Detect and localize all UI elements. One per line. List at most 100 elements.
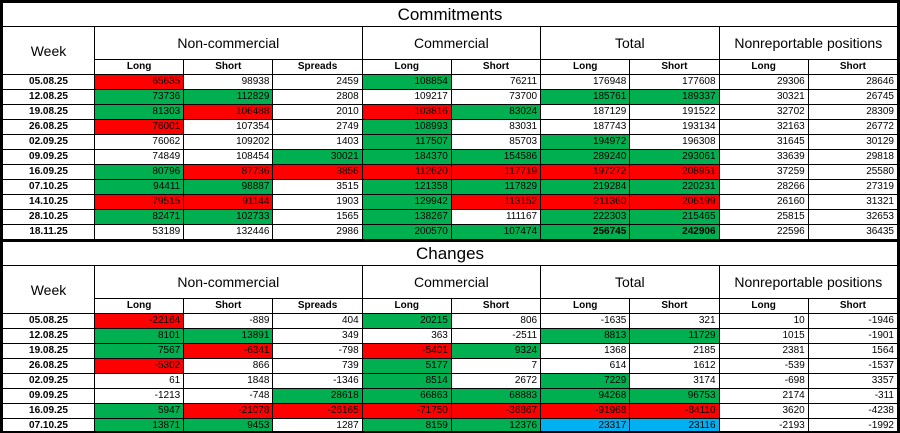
cell-commercial-long: -5401 xyxy=(361,343,452,359)
cell-non-commercial-long: 81303 xyxy=(93,104,185,120)
week-cell: 05.08.25 xyxy=(2,74,95,90)
cell-nonreportable-positions-short: 32653 xyxy=(807,209,898,225)
group-header-total: Total xyxy=(540,265,720,299)
col-header-short: Short xyxy=(450,298,542,314)
cell-non-commercial-short: 109202 xyxy=(183,134,274,150)
cell-total-short: 177608 xyxy=(629,74,720,90)
cell-total-long: 194972 xyxy=(540,134,631,150)
cell-total-short: -84110 xyxy=(629,403,720,419)
cell-nonreportable-positions-short: 36435 xyxy=(807,224,898,241)
week-cell: 12.08.25 xyxy=(2,328,95,344)
cell-commercial-long: 112620 xyxy=(361,164,452,180)
table-row: 09.09.25 74849 108454 30021 184370 154586 2892… xyxy=(2,149,898,165)
week-cell: 07.10.25 xyxy=(2,179,95,195)
col-header-spreads: Spreads xyxy=(272,298,363,314)
cell-nonreportable-positions-long: 2174 xyxy=(718,388,809,404)
cell-total-short: 215465 xyxy=(629,209,720,225)
cell-non-commercial-long: 8101 xyxy=(93,328,185,344)
cell-non-commercial-short: 9453 xyxy=(183,418,274,431)
cell-commercial-short: 154586 xyxy=(450,149,542,165)
commitments-table: Commitments Week Non-commercial Commercial T… xyxy=(2,2,898,241)
cell-commercial-short: 83031 xyxy=(450,119,542,135)
cell-total-short: 11729 xyxy=(629,328,720,344)
cell-total-long: 289240 xyxy=(540,149,631,165)
cell-nonreportable-positions-short: -311 xyxy=(807,388,898,404)
changes-table: Changes Week Non-commercial Commercial Total… xyxy=(2,241,898,431)
cell-non-commercial-spreads: 2010 xyxy=(272,104,363,120)
cell-nonreportable-positions-long: 10 xyxy=(718,313,809,329)
group-header-non-commercial: Non-commercial xyxy=(94,265,363,299)
cell-nonreportable-positions-long: 32163 xyxy=(718,119,809,135)
table-title: Commitments xyxy=(2,2,898,27)
table-row: 26.08.25 -5302 866 739 5177 7 614 1612 -539 -1537 xyxy=(2,358,898,374)
table-title-row: Changes xyxy=(2,241,898,266)
cell-non-commercial-spreads: 2749 xyxy=(272,119,363,135)
cell-commercial-short: 85703 xyxy=(450,134,542,150)
cell-non-commercial-long: 61 xyxy=(93,373,185,389)
cell-non-commercial-spreads: -1346 xyxy=(272,373,363,389)
cell-non-commercial-short: 13891 xyxy=(183,328,274,344)
cell-nonreportable-positions-short: 25580 xyxy=(807,164,898,180)
cell-nonreportable-positions-short: -4238 xyxy=(807,403,898,419)
week-cell: 05.08.25 xyxy=(2,313,95,329)
cell-non-commercial-short: 91144 xyxy=(183,194,274,210)
cell-non-commercial-short: 132446 xyxy=(183,224,274,241)
group-header-total: Total xyxy=(540,26,720,60)
table-row: 07.10.25 94411 98887 3515 121358 117829 219284… xyxy=(2,179,898,195)
cell-commercial-long: 8514 xyxy=(361,373,452,389)
cell-total-long: 23317 xyxy=(540,418,631,431)
table-row: 19.08.25 81303 106488 2010 103816 83024 187129… xyxy=(2,104,898,120)
cell-nonreportable-positions-short: -1537 xyxy=(807,358,898,374)
cell-total-long: 187743 xyxy=(540,119,631,135)
cell-commercial-long: 121358 xyxy=(361,179,452,195)
cell-nonreportable-positions-short: 3357 xyxy=(807,373,898,389)
col-header-long: Long xyxy=(718,59,809,75)
table-row: 28.10.25 82471 102733 1565 138267 111167 22230… xyxy=(2,209,898,225)
cell-total-short: 1612 xyxy=(629,358,720,374)
cell-nonreportable-positions-short: 28309 xyxy=(807,104,898,120)
cell-non-commercial-long: 73736 xyxy=(93,89,185,105)
cell-total-long: 1368 xyxy=(540,343,631,359)
col-header-short: Short xyxy=(450,59,542,75)
cell-commercial-long: 200570 xyxy=(361,224,452,241)
table-row: 26.08.25 76001 107354 2749 108993 83031 187743… xyxy=(2,119,898,135)
cell-non-commercial-short: 87736 xyxy=(183,164,274,180)
cell-commercial-short: 111167 xyxy=(450,209,542,225)
week-cell: 02.09.25 xyxy=(2,373,95,389)
cell-commercial-long: 66863 xyxy=(361,388,452,404)
cell-nonreportable-positions-long: 32702 xyxy=(718,104,809,120)
week-cell: 09.09.25 xyxy=(2,149,95,165)
col-header-short: Short xyxy=(629,59,720,75)
cell-total-long: 187129 xyxy=(540,104,631,120)
cell-total-long: 211360 xyxy=(540,194,631,210)
cell-commercial-short: 12376 xyxy=(450,418,542,431)
cell-commercial-long: 129942 xyxy=(361,194,452,210)
cell-non-commercial-short: -6341 xyxy=(183,343,274,359)
cell-non-commercial-short: 107354 xyxy=(183,119,274,135)
week-cell: 14.10.25 xyxy=(2,194,95,210)
cell-non-commercial-long: -5302 xyxy=(93,358,185,374)
cell-total-short: 193134 xyxy=(629,119,720,135)
col-header-short: Short xyxy=(183,298,274,314)
cell-non-commercial-short: 112829 xyxy=(183,89,274,105)
cell-total-long: 197272 xyxy=(540,164,631,180)
cell-commercial-long: 184370 xyxy=(361,149,452,165)
cell-commercial-long: 109217 xyxy=(361,89,452,105)
cell-non-commercial-short: 108454 xyxy=(183,149,274,165)
week-cell: 07.10.25 xyxy=(2,418,95,431)
cell-non-commercial-spreads: 2986 xyxy=(272,224,363,241)
col-header-long: Long xyxy=(361,59,452,75)
cell-total-long: 185761 xyxy=(540,89,631,105)
cell-commercial-long: 108993 xyxy=(361,119,452,135)
cell-commercial-long: 103816 xyxy=(361,104,452,120)
cell-non-commercial-spreads: 349 xyxy=(272,328,363,344)
cell-commercial-short: 7 xyxy=(450,358,542,374)
cell-non-commercial-long: 65635 xyxy=(93,74,185,90)
cell-non-commercial-spreads: 2808 xyxy=(272,89,363,105)
table-row: 05.08.25 -22164 -889 404 20215 806 -1635 321 10-… xyxy=(2,313,898,329)
cell-nonreportable-positions-long: 22596 xyxy=(718,224,809,241)
table-row: 09.09.25 -1213 -748 28618 66863 68883 94268 967… xyxy=(2,388,898,404)
cell-commercial-short: 117829 xyxy=(450,179,542,195)
cell-total-long: 614 xyxy=(540,358,631,374)
